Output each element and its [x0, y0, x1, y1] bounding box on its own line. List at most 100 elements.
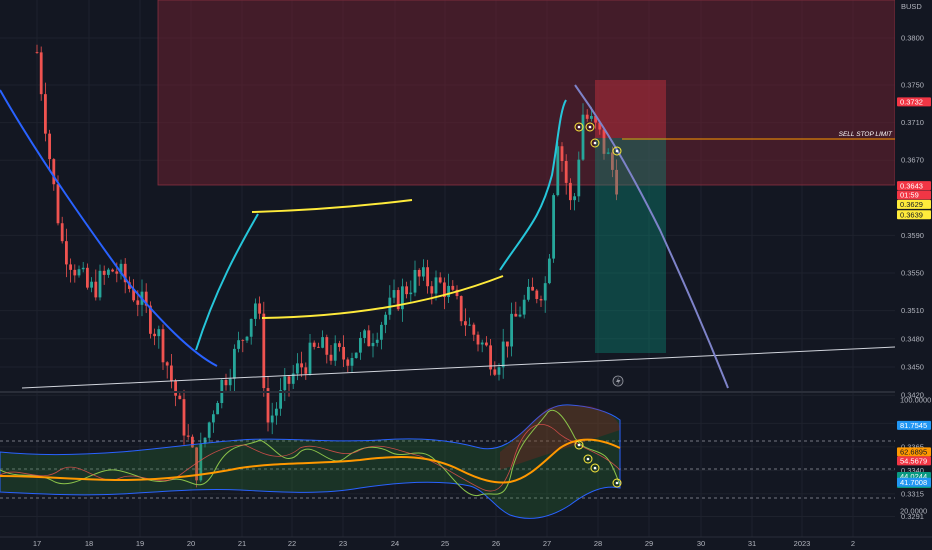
take-profit-zone	[595, 138, 666, 353]
candle-body	[564, 161, 568, 183]
candle-body	[380, 324, 383, 340]
candle-body	[283, 376, 287, 391]
indicator-tag-label: 62.6895	[900, 448, 927, 457]
support-trendline[interactable]	[21, 346, 896, 389]
signal-marker	[577, 125, 581, 129]
signal-marker	[574, 440, 584, 450]
price-tick-label: 0.3510	[901, 306, 924, 315]
candle-body	[199, 443, 203, 481]
candle-body	[401, 286, 404, 310]
chart-grid	[0, 0, 895, 537]
candle-body	[312, 342, 316, 347]
price-tag	[897, 97, 931, 107]
time-tick-label: 18	[85, 539, 93, 548]
candle-body	[413, 269, 417, 293]
short-position-tool[interactable]	[595, 80, 666, 353]
candle-body	[275, 408, 278, 416]
candle-body	[266, 388, 270, 423]
candle-body	[405, 286, 408, 295]
candle-body	[157, 329, 161, 337]
sell-stop-limit-label[interactable]: SELL STOP LIMIT	[839, 131, 893, 138]
fast-moving-average-2	[499, 99, 567, 271]
time-tick-label: 23	[339, 539, 347, 548]
lightning-icon[interactable]	[612, 375, 624, 387]
candle-body	[552, 195, 555, 259]
candle-body	[325, 337, 329, 355]
candle-body	[165, 362, 169, 366]
indicator-tag-label: 44.0244	[900, 472, 927, 481]
indicator-tag	[897, 447, 931, 457]
signal-markers	[574, 122, 622, 156]
signal-marker	[615, 149, 619, 153]
time-tick-label: 26	[492, 539, 500, 548]
candle-body	[510, 313, 513, 347]
time-tick-label: 20	[187, 539, 195, 548]
price-tick-label: 0.3550	[901, 269, 924, 278]
candle-body	[186, 435, 190, 437]
indicator-tag	[897, 456, 931, 466]
signal-marker	[574, 122, 584, 132]
candle-body	[350, 357, 354, 366]
time-tick-label: 27	[543, 539, 551, 548]
candle-body	[615, 169, 618, 195]
candle-body	[107, 269, 110, 275]
candle-body	[44, 94, 47, 134]
candle-body	[359, 337, 362, 353]
candle-body	[338, 343, 341, 347]
signal-marker	[588, 125, 592, 129]
candle-body	[602, 129, 606, 154]
time-tick-label: 2	[851, 539, 855, 548]
candle-body	[296, 363, 299, 374]
currency-label: BUSD	[901, 2, 922, 11]
candle-body	[447, 285, 450, 298]
candle-body	[506, 341, 509, 347]
candle-body	[409, 292, 413, 295]
candle-body	[501, 341, 505, 368]
candle-body	[417, 269, 421, 277]
candle-body	[569, 182, 572, 201]
candle-body	[258, 303, 261, 314]
channel-upper-line[interactable]	[251, 199, 413, 213]
stochastic-line	[0, 424, 621, 492]
candle-body	[48, 133, 51, 160]
indicator-tick-label: 20.0000	[900, 507, 927, 516]
candle-body	[384, 314, 387, 325]
time-axis[interactable]	[0, 537, 932, 550]
candle-body	[573, 196, 576, 201]
indicator-tag-label: 54.5679	[900, 457, 927, 466]
channel-lower-line[interactable]	[261, 275, 504, 319]
candle-body	[308, 342, 312, 374]
price-tag-label: 0.3732	[900, 98, 923, 107]
candle-body	[119, 263, 123, 274]
time-tick-label: 2023	[794, 539, 811, 548]
candle-body	[598, 122, 602, 130]
bollinger-band-fill	[0, 404, 621, 519]
candle-body	[497, 367, 501, 375]
candle-body	[233, 348, 236, 379]
candle-body	[531, 286, 534, 291]
candle-body	[170, 365, 173, 381]
candle-body	[39, 52, 43, 95]
candle-body	[212, 414, 215, 423]
candle-body	[485, 342, 488, 346]
signal-marker	[590, 463, 600, 473]
candle-body	[464, 321, 467, 326]
time-tick-label: 29	[645, 539, 653, 548]
candle-body	[149, 305, 152, 334]
candle-body	[434, 277, 438, 294]
candle-body	[94, 281, 98, 298]
candle-body	[606, 152, 610, 154]
candle-body	[111, 269, 114, 272]
price-tag	[897, 199, 931, 209]
signal-marker	[590, 138, 600, 148]
candle-body	[518, 314, 522, 317]
candle-body	[115, 271, 119, 274]
candle-body	[321, 337, 324, 348]
candle-body	[430, 286, 434, 294]
candle-body	[65, 241, 68, 265]
candle-body	[556, 146, 560, 196]
candle-body	[86, 267, 89, 288]
candle-body	[245, 336, 249, 341]
signal-marker	[593, 141, 597, 145]
